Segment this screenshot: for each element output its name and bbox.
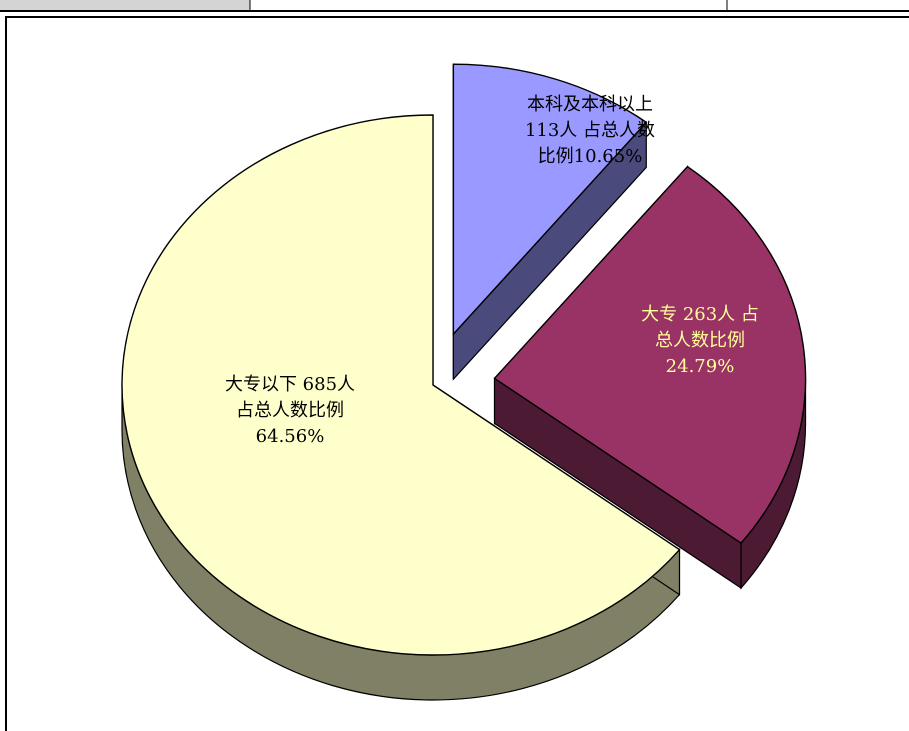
slice-label-line: 本科及本科以上 bbox=[527, 94, 653, 115]
slices-layer bbox=[121, 63, 807, 701]
header-cell-shaded bbox=[0, 0, 250, 10]
slice-label-line: 比例10.65% bbox=[538, 146, 643, 167]
slice-label-3: 大专以下 685人占总人数比例 64.56% bbox=[225, 374, 355, 447]
chart-area-border bbox=[5, 16, 909, 731]
slice-label-line: 64.56% bbox=[256, 426, 325, 447]
slice-label-line: 大专 263人 占 bbox=[641, 304, 759, 325]
labels-layer: 本科及本科以上 113人 占总人数比例10.65% 大专 263人 占总人数比例 24… bbox=[225, 94, 759, 447]
slice-label-2: 大专 263人 占总人数比例 24.79% bbox=[641, 304, 759, 377]
slice-label-1: 本科及本科以上 113人 占总人数比例10.65% bbox=[525, 94, 655, 167]
slice-label-line: 24.79% bbox=[666, 356, 735, 377]
slice-label-line: 占总人数比例 bbox=[236, 400, 344, 421]
pie-slice-1 bbox=[452, 63, 648, 336]
header-cells bbox=[0, 0, 909, 12]
slice-label-line: 大专以下 685人 bbox=[225, 374, 355, 395]
pie-slice-3 bbox=[121, 114, 681, 656]
pie-slice-2 bbox=[493, 165, 807, 544]
slice-label-line: 总人数比例 bbox=[655, 330, 745, 351]
slice-label-line: 113人 占总人数 bbox=[525, 120, 655, 141]
